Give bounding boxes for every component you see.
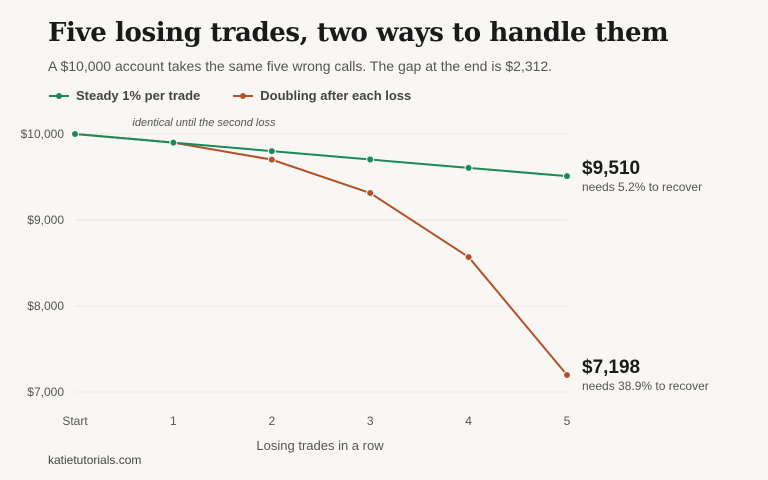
legend-item-doubling: Doubling after each loss [232, 88, 411, 103]
data-point [366, 188, 375, 197]
legend-label-steady: Steady 1% per trade [76, 88, 201, 103]
series-line [74, 133, 568, 178]
end-value-label: $9,510 [582, 158, 640, 179]
chart-subtitle: A $10,000 account takes the same five wr… [48, 58, 553, 74]
data-point [267, 147, 276, 156]
data-point [464, 163, 473, 172]
x-tick-label: 5 [564, 414, 571, 428]
y-tick-label: $10,000 [21, 127, 65, 141]
data-point [366, 155, 375, 164]
annotation: identical until the second loss [132, 117, 276, 129]
x-axis-label: Losing trades in a row [256, 438, 384, 453]
y-tick-label: $8,000 [27, 299, 64, 313]
data-point [563, 172, 571, 181]
legend: Steady 1% per trade Doubling after each … [48, 88, 411, 103]
end-note-label: needs 38.9% to recover [582, 379, 709, 393]
data-point [464, 253, 473, 262]
data-point [71, 130, 79, 138]
end-note-label: needs 5.2% to recover [582, 180, 702, 194]
legend-label-doubling: Doubling after each loss [260, 88, 412, 103]
x-tick-label: 4 [465, 414, 472, 428]
y-tick-label: $9,000 [27, 213, 64, 227]
legend-item-steady: Steady 1% per trade [48, 88, 200, 103]
x-tick-label: 2 [268, 414, 275, 428]
source-credit: katietutorials.com [48, 453, 142, 467]
legend-swatch-steady [49, 92, 69, 99]
data-point [267, 155, 276, 164]
chart-title: Five losing trades, two ways to handle t… [48, 18, 669, 48]
x-tick-label: 3 [367, 414, 374, 428]
x-tick-label: 1 [170, 414, 177, 428]
data-point [563, 370, 571, 379]
legend-swatch-doubling [233, 92, 254, 99]
x-tick-label: Start [62, 414, 88, 428]
y-tick-label: $7,000 [27, 385, 64, 399]
end-value-label: $7,198 [582, 357, 640, 378]
data-point [169, 138, 178, 147]
